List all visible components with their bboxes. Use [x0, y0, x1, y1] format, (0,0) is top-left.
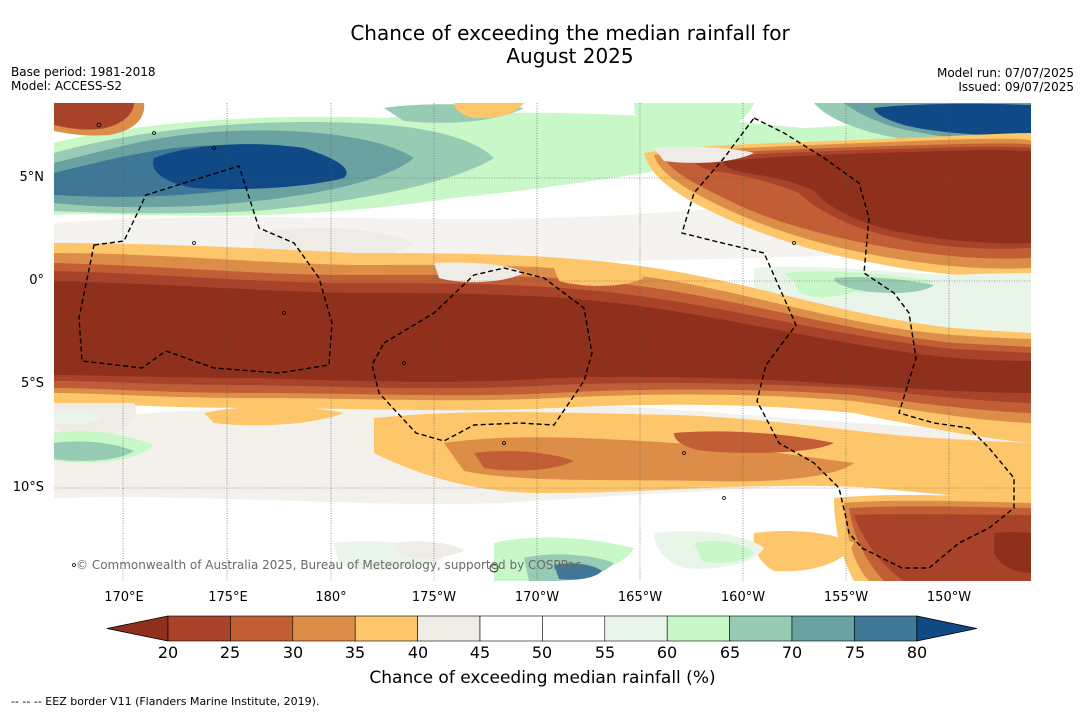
lon-label-160w: 160°W — [720, 590, 766, 605]
lon-label-170e: 170°E — [104, 590, 144, 605]
cb-tick-80: 80 — [906, 643, 928, 662]
cb-tick-65: 65 — [719, 643, 741, 662]
meta-right: Model run: 07/07/2025 Issued: 09/07/2025 — [937, 66, 1074, 94]
cb-tick-40: 40 — [407, 643, 429, 662]
islands — [72, 122, 796, 573]
title-line-2: August 2025 — [506, 44, 634, 68]
cb-tick-20: 20 — [157, 643, 179, 662]
cb-tick-60: 60 — [656, 643, 678, 662]
colorbar-under-arrow — [106, 615, 169, 642]
colorbar-bin-30 — [292, 615, 356, 642]
colorbar-bin-75 — [854, 615, 918, 642]
eez-borders — [78, 117, 1015, 569]
colorbar-bin-50 — [542, 615, 606, 642]
colorbar-bin-45 — [479, 615, 543, 642]
colorbar-bin-25 — [230, 615, 294, 642]
colorbar-title: Chance of exceeding median rainfall (%) — [369, 668, 716, 688]
cb-tick-75: 75 — [844, 643, 866, 662]
lon-label-180: 180° — [315, 590, 347, 605]
model-run: Model run: 07/07/2025 — [936, 66, 1074, 80]
colorbar — [106, 615, 977, 642]
cb-tick-70: 70 — [781, 643, 803, 662]
colorbar-bin-55 — [604, 615, 668, 642]
cb-tick-30: 30 — [282, 643, 304, 662]
cb-tick-45: 45 — [469, 643, 491, 662]
model-name: Model: ACCESS-S2 — [11, 79, 123, 93]
cb-tick-50: 50 — [531, 643, 553, 662]
lat-label-10s: 10°S — [12, 480, 44, 495]
rainfall-map — [54, 103, 1031, 581]
chart-title: Chance of exceeding the median rainfall … — [0, 22, 1085, 68]
copyright-notice: © Commonwealth of Australia 2025, Bureau… — [76, 558, 582, 572]
lon-label-175w: 175°W — [411, 590, 457, 605]
colorbar-bin-60 — [666, 615, 730, 642]
colorbar-bin-70 — [791, 615, 855, 642]
colorbar-bin-35 — [354, 615, 418, 642]
meta-left: Base period: 1981-2018 Model: ACCESS-S2 — [11, 65, 156, 93]
cb-tick-55: 55 — [594, 643, 616, 662]
graticule — [54, 103, 1031, 581]
colorbar-bin-40 — [417, 615, 481, 642]
cb-tick-25: 25 — [219, 643, 241, 662]
colorbar-bin-20 — [167, 615, 231, 642]
colorbar-bin-65 — [729, 615, 793, 642]
lon-label-165w: 165°W — [617, 590, 663, 605]
lat-label-5s: 5°S — [20, 376, 44, 391]
lat-label-5n: 5°N — [19, 170, 45, 185]
lon-label-155w: 155°W — [823, 590, 869, 605]
title-line-1: Chance of exceeding the median rainfall … — [350, 21, 790, 45]
issued-date: Issued: 09/07/2025 — [958, 80, 1074, 94]
lon-label-170w: 170°W — [514, 590, 560, 605]
eez-footnote: -- -- -- EEZ border V11 (Flanders Marine… — [11, 695, 320, 708]
base-period: Base period: 1981-2018 — [11, 65, 156, 79]
map-svg — [54, 103, 1031, 581]
lon-label-175e: 175°E — [208, 590, 248, 605]
colorbar-over-arrow — [916, 615, 977, 642]
cb-tick-35: 35 — [344, 643, 366, 662]
lat-label-0: 0° — [29, 273, 44, 288]
lon-label-150w: 150°W — [926, 590, 972, 605]
